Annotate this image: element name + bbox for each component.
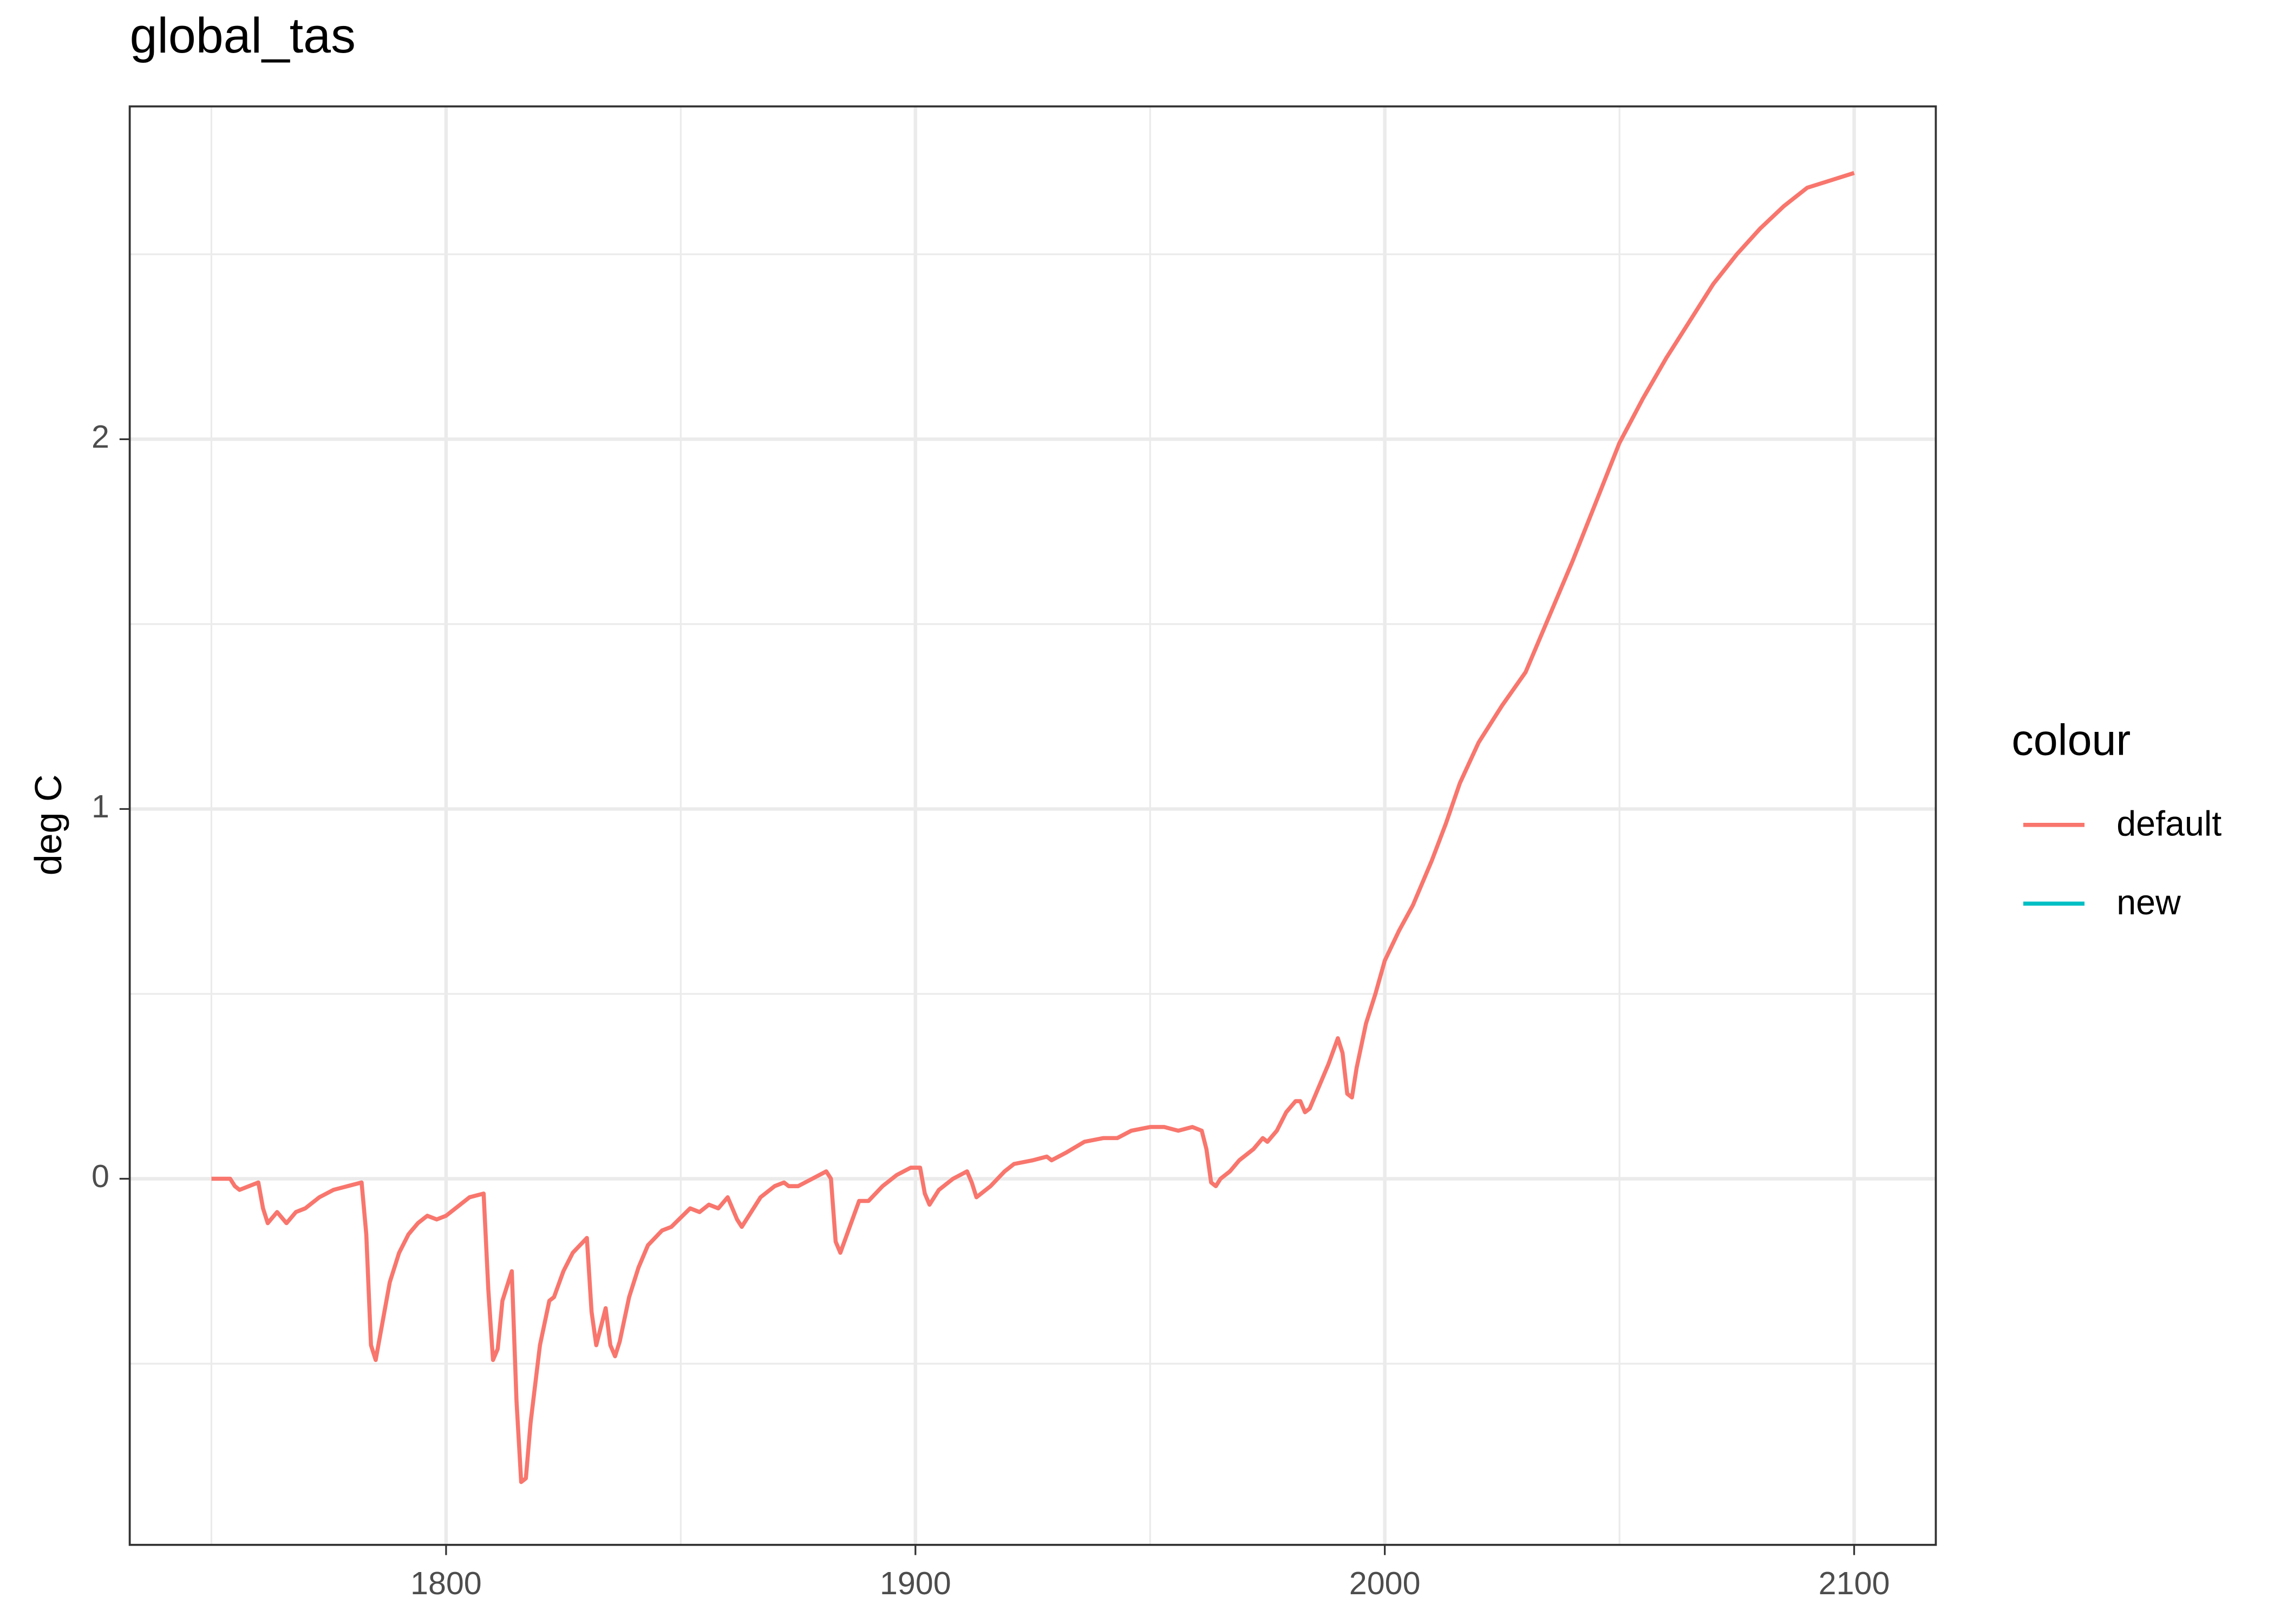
y-axis-title: deg C	[27, 774, 69, 875]
x-tick-label: 2000	[1349, 1565, 1421, 1601]
plot-border	[128, 105, 1937, 1546]
x-tick-label: 1800	[410, 1565, 482, 1601]
y-tick-label: 0	[92, 1158, 109, 1194]
y-tick-label: 2	[92, 418, 109, 455]
legend-label: default	[2116, 804, 2221, 843]
series-line	[211, 171, 1855, 1484]
legend-title: colour	[2011, 716, 2131, 765]
x-tick-label: 2100	[1819, 1565, 1890, 1601]
chart-title: global_tas	[130, 8, 356, 63]
legend-label: new	[2116, 883, 2181, 922]
y-tick-label: 1	[92, 788, 109, 824]
x-tick-label: 1900	[880, 1565, 951, 1601]
